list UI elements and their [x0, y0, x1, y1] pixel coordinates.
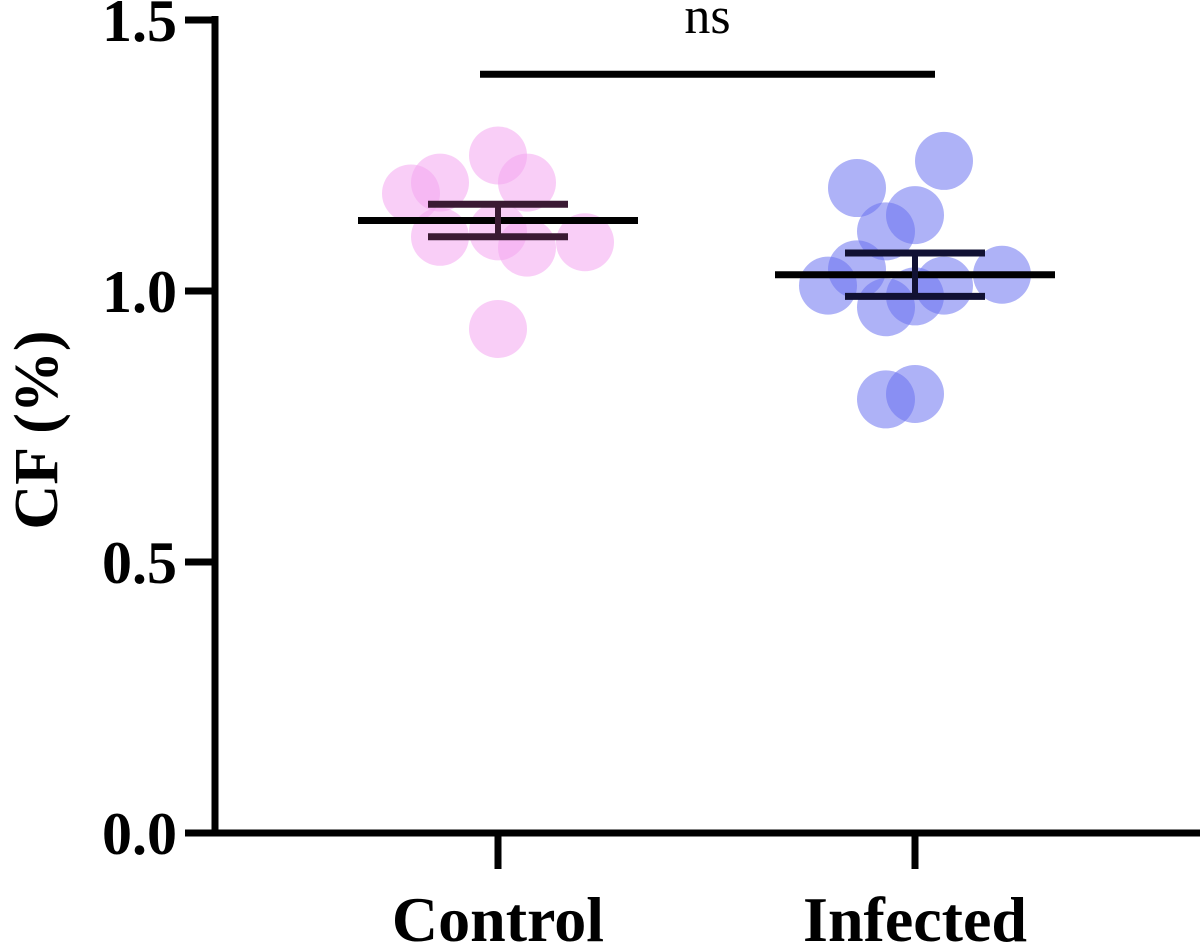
data-point-infected [915, 256, 973, 315]
data-point-control [411, 153, 469, 212]
y-tick-label: 1.0 [102, 259, 177, 325]
data-point-control [469, 299, 527, 358]
data-point-control [498, 218, 556, 277]
significance-label: ns [684, 0, 730, 45]
data-point-infected [886, 186, 944, 245]
y-tick-label: 0.0 [102, 801, 177, 867]
y-axis-title: CF (%) [3, 330, 71, 529]
data-points-layer [382, 126, 1031, 429]
y-tick-label: 1.5 [102, 0, 177, 54]
axes-layer [185, 16, 1200, 869]
data-point-infected [915, 131, 973, 190]
y-tick-label: 0.5 [102, 530, 177, 596]
data-point-control [556, 213, 614, 272]
x-category-label: Infected [803, 884, 1027, 942]
data-point-control [498, 153, 556, 212]
data-point-infected [886, 364, 944, 423]
summary-stats-layer [358, 70, 1055, 300]
labels-layer: 0.0 0.5 1.0 1.5 Control Infected CF (%) ns [3, 0, 1027, 942]
data-point-infected [828, 159, 886, 218]
x-category-label: Control [392, 884, 604, 942]
